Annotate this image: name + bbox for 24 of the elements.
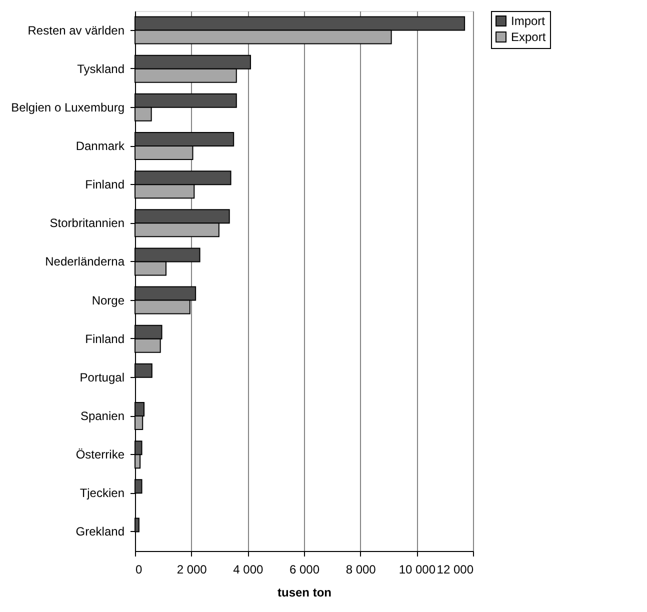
y-tick-label: Grekland — [76, 524, 124, 539]
y-tick-label: Tjeckien — [80, 486, 124, 500]
y-tick-label: Storbritannien — [50, 216, 124, 230]
legend-label: Import — [511, 14, 546, 28]
y-tick-label: Finland — [85, 332, 124, 346]
x-axis-title: tusen ton — [278, 586, 332, 600]
y-tick-label: Resten av världen — [28, 23, 124, 38]
x-tick-label: 4 000 — [233, 562, 264, 576]
y-tick-label: Danmark — [76, 139, 126, 153]
x-tick-label: 10 000 — [398, 562, 436, 576]
y-tick-label: Belgien o Luxemburg — [11, 100, 124, 114]
y-tick-label: Österrike — [76, 448, 125, 462]
x-tick-label: 6 000 — [289, 562, 320, 576]
legend-label: Export — [511, 30, 546, 44]
y-tick-label: Norge — [92, 293, 125, 308]
x-tick-label: 8 000 — [346, 562, 376, 576]
x-tick-label: 0 — [136, 562, 142, 576]
y-tick-label: Tyskland — [77, 62, 124, 76]
y-tick-label: Finland — [85, 178, 124, 192]
x-tick-label: 2 000 — [176, 562, 208, 576]
y-tick-label: Spanien — [80, 409, 124, 423]
y-tick-label: Portugal — [80, 370, 124, 384]
y-tick-label: Nederländerna — [45, 254, 125, 269]
x-tick-label: 12 000 — [436, 562, 474, 576]
